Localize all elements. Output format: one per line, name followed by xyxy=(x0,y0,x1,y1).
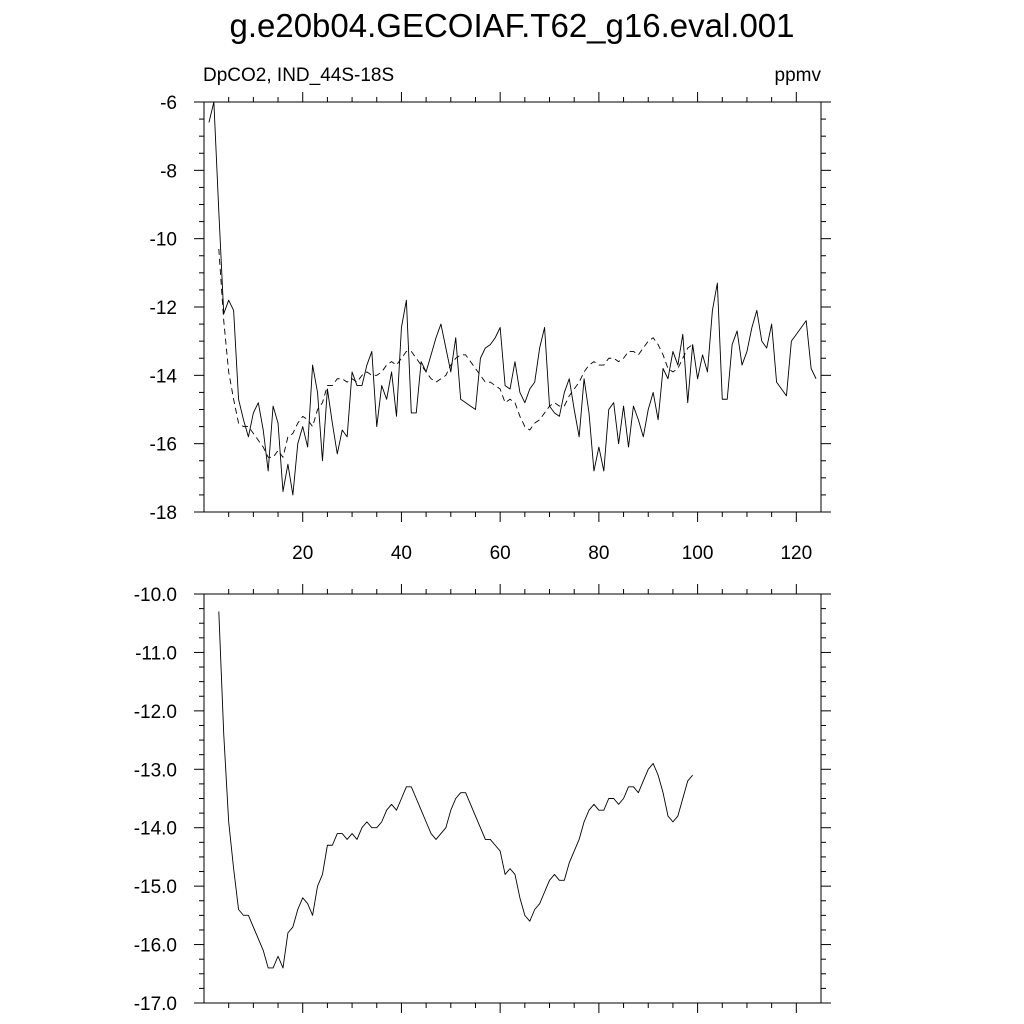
top-y-tick-label: -10 xyxy=(150,230,177,251)
top-x-tick-label: 80 xyxy=(588,543,609,564)
variable-region-label: DpCO2, IND_44S-18S xyxy=(203,65,395,86)
top-y-tick-label: -12 xyxy=(150,298,177,319)
top-y-tick-label: -8 xyxy=(160,161,177,182)
bottom-y-tick-label: -14.0 xyxy=(134,819,177,840)
top-x-tick-label: 60 xyxy=(490,543,511,564)
top-panel-timeseries: 20 40 60 80 100 120 -6 -8 -10 -12 -14 -16 -18 xyxy=(150,92,831,564)
top-series-dashed-line xyxy=(218,248,693,458)
top-x-tick-label: 120 xyxy=(780,543,812,564)
bottom-panel-timeseries: -10.0 -11.0 -12.0 -13.0 -14.0 -15.0 -16.0 -17.0 xyxy=(134,584,831,1015)
bottom-y-tick-label: -17.0 xyxy=(134,994,177,1015)
top-series-solid-line xyxy=(208,101,817,496)
bottom-y-tick-label: -13.0 xyxy=(134,760,177,781)
top-x-tick-label: 40 xyxy=(391,543,412,564)
top-x-tick-label: 100 xyxy=(682,543,714,564)
bottom-y-tick-label: -15.0 xyxy=(134,877,177,898)
bottom-y-tick-label: -10.0 xyxy=(134,585,177,606)
top-y-tick-label: -18 xyxy=(150,503,177,524)
bottom-series-solid-line xyxy=(218,611,694,969)
bottom-y-tick-label: -11.0 xyxy=(135,643,177,664)
bottom-y-tick-label: -12.0 xyxy=(134,702,177,723)
bottom-plot-frame xyxy=(203,593,822,1004)
bottom-y-tick-label: -16.0 xyxy=(134,936,177,957)
top-x-tick-label: 20 xyxy=(292,543,313,564)
top-y-tick-label: -16 xyxy=(150,435,177,456)
top-plot-frame xyxy=(203,101,822,513)
top-y-tick-label: -14 xyxy=(150,366,178,387)
top-y-tick-label: -6 xyxy=(160,93,177,114)
chart-title: g.e20b04.GECOIAF.T62_g16.eval.001 xyxy=(229,7,795,44)
units-label: ppmv xyxy=(774,65,821,86)
